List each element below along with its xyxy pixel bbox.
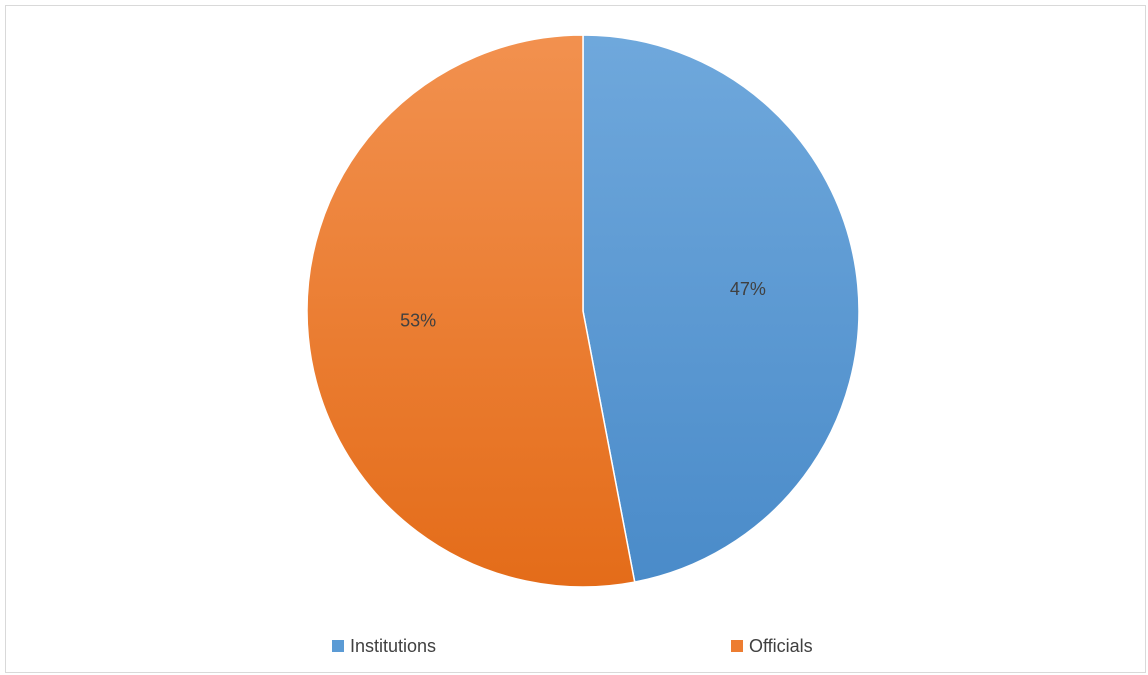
pie-slice-officials <box>306 34 636 588</box>
pie-chart: 47% 53% <box>306 34 860 588</box>
chart-area: 47% 53% Institutions Officials <box>5 5 1146 673</box>
legend-label-officials: Officials <box>749 635 813 656</box>
pie-slice-institutions <box>582 34 860 583</box>
data-label-officials: 53% <box>400 310 436 330</box>
legend-swatch-institutions <box>332 640 344 652</box>
legend-item-institutions: Institutions <box>332 631 436 661</box>
legend: Institutions Officials <box>6 631 1147 661</box>
legend-item-officials: Officials <box>731 631 813 661</box>
data-label-institutions: 47% <box>730 279 766 299</box>
legend-label-institutions: Institutions <box>350 635 437 656</box>
legend-swatch-officials <box>731 640 743 652</box>
